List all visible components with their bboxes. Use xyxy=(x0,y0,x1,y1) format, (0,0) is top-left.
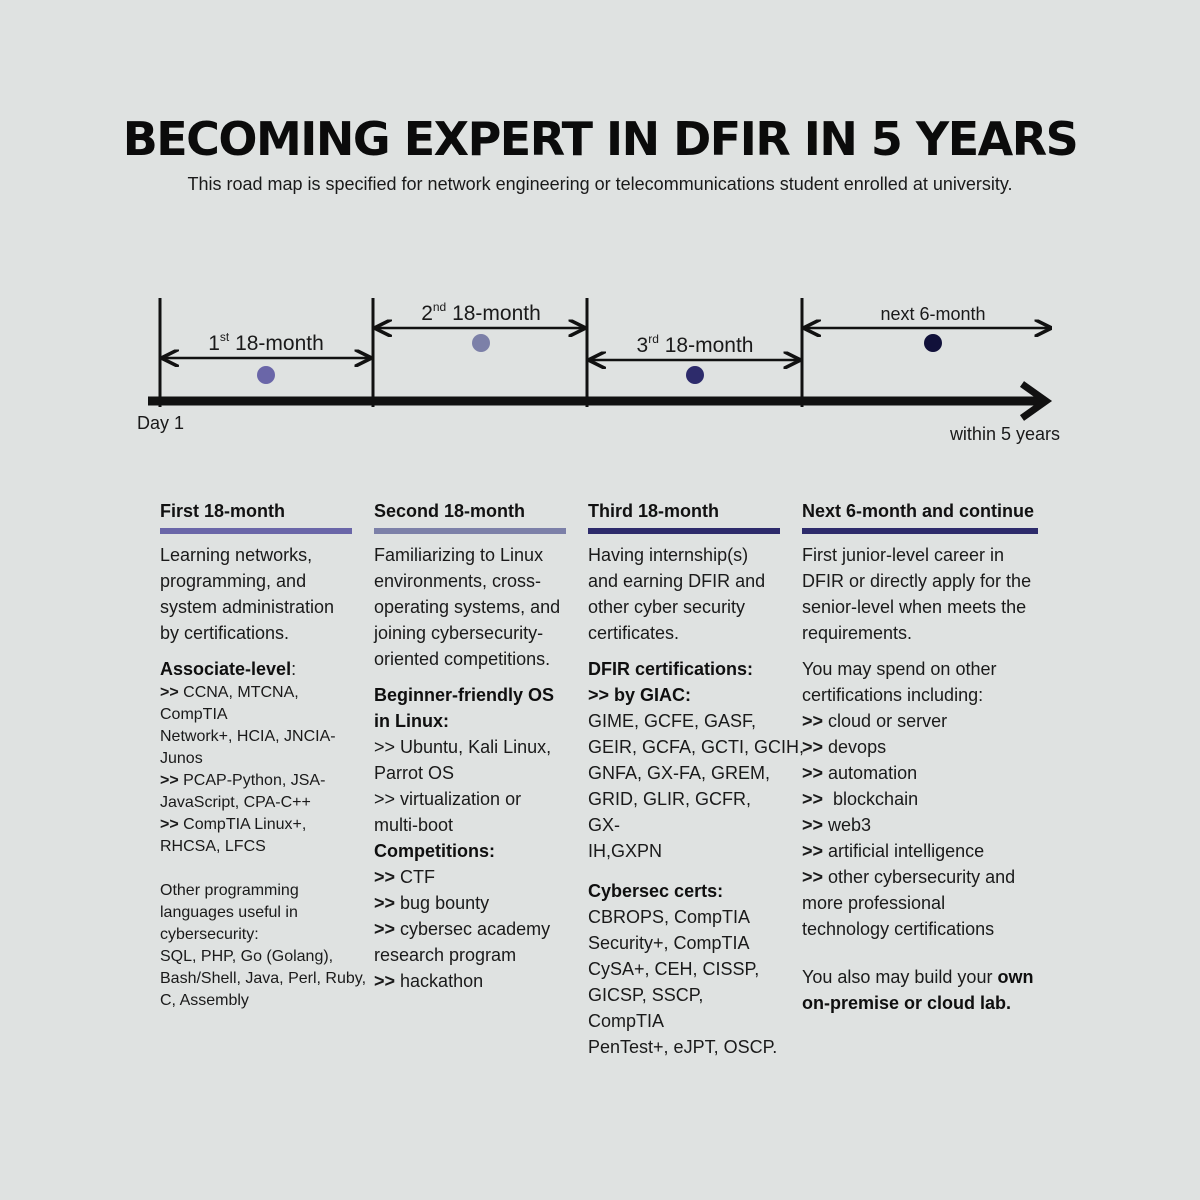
page-title: BECOMING EXPERT IN DFIR IN 5 YEARS xyxy=(122,112,1079,166)
timeline-axis-arrowhead xyxy=(1019,381,1053,421)
column-heading: Third 18-month xyxy=(588,501,719,521)
list-item-cont: more professional xyxy=(802,893,946,913)
column-intro: Learning networks, programming, and syst… xyxy=(160,542,352,646)
list-item: >> cloud or server xyxy=(802,711,948,731)
list-item: >> CompTIA Linux+, xyxy=(160,816,307,833)
lab-section: You also may build your own on-premise o… xyxy=(802,967,1034,1013)
list-item: >> cybersec academy xyxy=(374,919,551,939)
list-item: >> web3 xyxy=(802,815,872,835)
segment-4-label: next 6-month xyxy=(880,304,985,324)
column-next-6-month: Next 6-month and continue First junior-l… xyxy=(802,498,1042,1016)
list-item: >> PCAP-Python, JSA- xyxy=(160,772,326,789)
list-item: >> other cybersecurity and xyxy=(802,867,1016,887)
segment-2-label: 2nd 18-month xyxy=(421,300,541,325)
intro-line: system administration xyxy=(160,597,335,617)
column-intro: First junior-level career in DFIR or dir… xyxy=(802,545,1032,643)
list-item: >> CCNA, MTCNA, CompTIA xyxy=(160,684,299,723)
intro-line: by certifications. xyxy=(160,623,290,643)
intro-line: Learning networks, xyxy=(160,545,313,565)
other-languages-text: Other programming languages useful in cy… xyxy=(160,882,367,1009)
column-third-18-month: Third 18-month Having internship(s) and … xyxy=(588,498,805,1060)
column-color-bar xyxy=(160,528,352,534)
segment-1-label: 1st 18-month xyxy=(208,330,324,355)
column-heading: First 18-month xyxy=(160,501,286,521)
column-first-18-month: First 18-month Learning networks, progra… xyxy=(160,498,367,1012)
associate-level-list: >> CCNA, MTCNA, CompTIA Network+, HCIA, … xyxy=(160,682,352,858)
associate-level-label: Associate-level: xyxy=(160,659,297,679)
list-item-cont: Junos xyxy=(160,750,203,767)
list-item-cont: RHCSA, LFCS xyxy=(160,838,266,855)
column-intro: Having internship(s) and earning DFIR an… xyxy=(588,545,766,643)
segment-3-dot xyxy=(686,366,704,384)
other-certifications-section: You may spend on other certifications in… xyxy=(802,656,1042,942)
column-color-bar xyxy=(588,528,780,534)
list-item: >> blockchain xyxy=(802,789,919,809)
list-item: >> devops xyxy=(802,737,887,757)
segment-4-dot xyxy=(924,334,942,352)
timeline-end-label: within 5 years xyxy=(949,424,1060,444)
list-item: >> CTF xyxy=(374,867,436,887)
dfir-certifications-section: DFIR certifications: >> by GIAC: GIME, G… xyxy=(588,659,805,861)
cybersec-certs-section: Cybersec certs: CBROPS, CompTIA Security… xyxy=(588,881,778,1057)
list-item-cont: Network+, HCIA, JNCIA- xyxy=(160,728,336,745)
list-item-cont: technology certifications xyxy=(802,919,995,939)
segment-3-label: 3rd 18-month xyxy=(637,332,754,357)
column-heading: Second 18-month xyxy=(374,501,526,521)
timeline-diagram: 1st 18-month 2nd 18-month 3rd 18-month n… xyxy=(137,298,1060,444)
intro-line: programming, and xyxy=(160,571,307,591)
list-item-cont: research program xyxy=(374,945,517,965)
segment-1-dot xyxy=(257,366,275,384)
linux-os-section: Beginner-friendly OS in Linux: >> Ubuntu… xyxy=(374,685,555,835)
page-subtitle: This road map is specified for network e… xyxy=(187,174,1013,194)
list-item: >> automation xyxy=(802,763,918,783)
list-item-cont: JavaScript, CPA-C++ xyxy=(160,794,311,811)
column-heading: Next 6-month and continue xyxy=(802,501,1035,521)
competitions-section: Competitions: >> CTF >> bug bounty >> cy… xyxy=(374,838,566,994)
column-color-bar xyxy=(374,528,566,534)
list-item: >> hackathon xyxy=(374,971,484,991)
segment-2-dot xyxy=(472,334,490,352)
column-color-bar xyxy=(802,528,1038,534)
column-second-18-month: Second 18-month Familiarizing to Linux e… xyxy=(374,498,566,994)
list-item: >> artificial intelligence xyxy=(802,841,985,861)
list-item: >> bug bounty xyxy=(374,893,490,913)
column-intro: Familiarizing to Linux environments, cro… xyxy=(374,545,561,669)
timeline-start-label: Day 1 xyxy=(137,413,184,433)
